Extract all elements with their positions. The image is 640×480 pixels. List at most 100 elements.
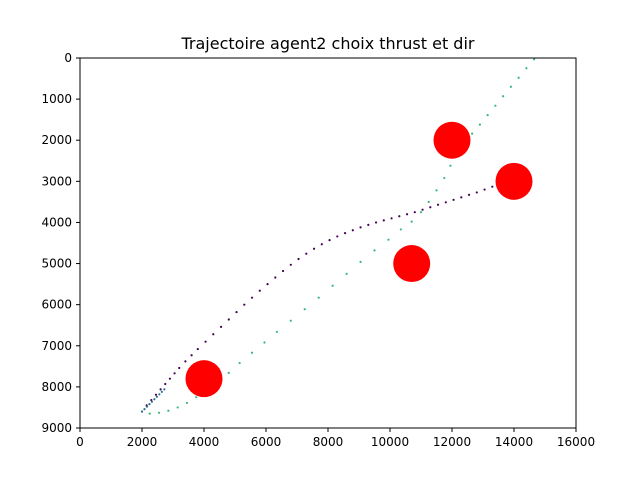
- trajectory-point: [164, 382, 167, 386]
- trajectory-point: [150, 400, 154, 403]
- trajectory-point: [235, 310, 238, 314]
- trajectory-point: [148, 412, 151, 415]
- trajectory-point: [281, 269, 285, 273]
- y-tick-label: 9000: [41, 421, 72, 435]
- x-tick-label: 2000: [127, 435, 158, 449]
- x-axis: 0 2000 4000 6000 8000 10000 12000 14000 16000: [76, 428, 595, 449]
- trajectory-point: [467, 193, 471, 196]
- trajectory-point: [410, 220, 413, 223]
- trajectory-point: [176, 406, 179, 409]
- trajectory-point: [160, 390, 163, 393]
- trajectory-point: [317, 296, 320, 299]
- trajectory-point: [429, 206, 432, 209]
- trajectory-series: [140, 185, 494, 413]
- checkpoint-circle: [495, 162, 533, 200]
- trajectory-point: [491, 185, 494, 188]
- trajectory-point: [359, 260, 362, 264]
- trajectory-point: [158, 393, 161, 396]
- y-tick-label: 3000: [41, 174, 72, 188]
- trajectory-point: [405, 213, 409, 216]
- trajectory-point: [443, 176, 446, 180]
- trajectory-point: [390, 217, 393, 220]
- trajectory-point: [305, 252, 308, 255]
- trajectory-point: [219, 325, 223, 328]
- trajectory-point: [227, 371, 230, 375]
- trajectory-point: [336, 235, 339, 238]
- trajectory-point: [159, 388, 162, 391]
- trajectory-point: [444, 201, 447, 204]
- trajectory-point: [421, 208, 424, 211]
- trajectory-point: [509, 85, 512, 88]
- trajectory-point: [471, 132, 474, 135]
- trajectory-point: [398, 215, 401, 218]
- trajectory-point: [190, 354, 193, 357]
- trajectory-point: [250, 351, 254, 354]
- x-tick-label: 16000: [557, 435, 595, 449]
- y-tick-label: 0: [64, 51, 72, 65]
- checkpoint-circle: [433, 121, 471, 159]
- x-tick-label: 8000: [313, 435, 344, 449]
- trajectory-point: [204, 340, 207, 343]
- trajectory-point: [320, 243, 323, 246]
- x-tick-label: 4000: [189, 435, 220, 449]
- trajectory-point: [436, 203, 440, 206]
- trajectory-point: [345, 272, 348, 275]
- trajectory-point: [275, 330, 278, 333]
- checkpoint-circle: [185, 360, 223, 398]
- trajectory-point: [478, 123, 481, 126]
- trajectory-point: [150, 398, 153, 402]
- y-tick-label: 8000: [41, 380, 72, 394]
- trajectory-point: [452, 198, 455, 201]
- y-tick-label: 5000: [41, 257, 72, 271]
- trajectory-point: [359, 226, 362, 229]
- trajectory-point: [351, 229, 354, 232]
- trajectory-point: [227, 318, 230, 321]
- trajectory-point: [373, 249, 376, 252]
- trajectory-point: [289, 263, 292, 266]
- trajectory-point: [263, 341, 266, 344]
- trajectory-point: [173, 372, 176, 375]
- trajectory-point: [167, 409, 170, 412]
- trajectory-point: [343, 232, 347, 235]
- trajectory-point: [153, 398, 156, 401]
- chart-title: Trajectoire agent2 choix thrust et dir: [181, 34, 475, 53]
- trajectory-point: [331, 284, 334, 287]
- x-tick-label: 6000: [251, 435, 282, 449]
- trajectory-point: [419, 211, 423, 214]
- trajectory-point: [274, 276, 277, 279]
- trajectory-point: [483, 188, 486, 191]
- y-tick-label: 6000: [41, 298, 72, 312]
- trajectory-point: [475, 191, 478, 194]
- y-axis: 0 1000 2000 3000 4000 5000 6000 7000 8000 9000: [41, 51, 80, 435]
- trajectory-point: [212, 333, 215, 336]
- trajectory-point: [382, 219, 385, 222]
- trajectory-point: [168, 377, 171, 380]
- x-tick-label: 12000: [433, 435, 471, 449]
- trajectory-point: [297, 257, 300, 261]
- trajectory-point: [494, 104, 497, 107]
- trajectory-point: [449, 164, 452, 167]
- trajectory-point: [185, 401, 189, 405]
- trajectory-point: [525, 67, 528, 70]
- trajectory-point: [427, 200, 430, 203]
- trajectory-point: [328, 239, 331, 242]
- trajectory-point: [502, 95, 505, 98]
- trajectory-point: [289, 319, 292, 322]
- trajectory-point: [157, 411, 161, 414]
- trajectory-point: [367, 223, 370, 227]
- trajectory-point: [184, 360, 187, 363]
- y-tick-label: 4000: [41, 215, 72, 229]
- trajectory-point: [140, 410, 144, 413]
- plot-marks: [140, 58, 536, 415]
- trajectory-point: [460, 196, 463, 199]
- trajectory-point: [250, 296, 254, 299]
- trajectory-point: [143, 407, 146, 411]
- trajectory-point: [145, 405, 149, 408]
- trajectory-point: [399, 228, 402, 231]
- trajectory-point: [196, 347, 199, 351]
- trajectory-point: [312, 247, 316, 250]
- trajectory-series: [140, 388, 166, 413]
- y-tick-label: 2000: [41, 133, 72, 147]
